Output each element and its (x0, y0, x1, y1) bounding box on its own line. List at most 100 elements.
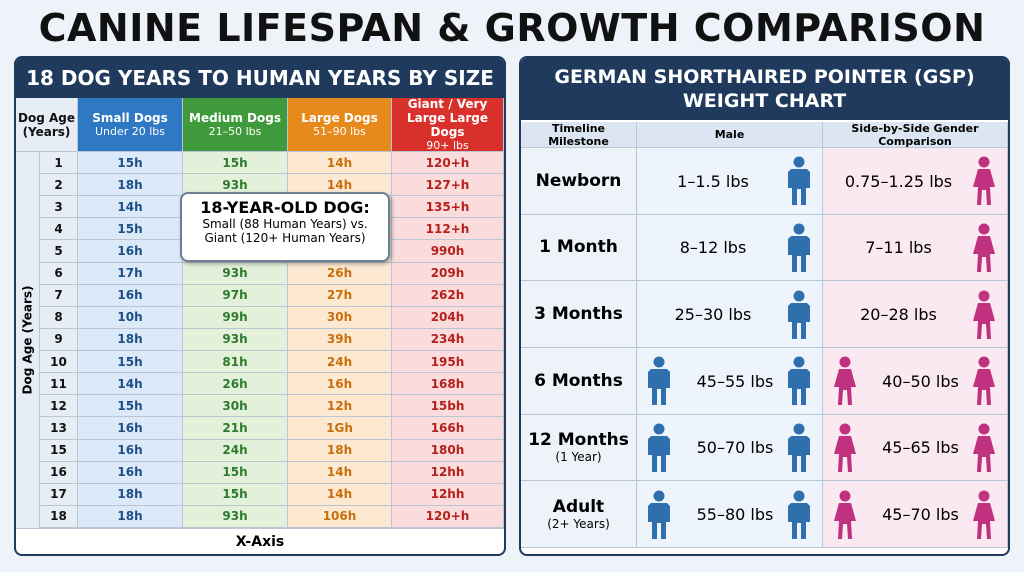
column-header: Male (637, 122, 823, 148)
icon-wrap (833, 490, 857, 540)
age-cell: 10 (40, 351, 78, 374)
age-cell: 7 (40, 284, 78, 307)
header-name: Giant / Very Large Large Dogs (407, 97, 488, 139)
weight-cell: 45–65 lbs (823, 414, 1008, 482)
weight-value: 7–11 lbs (865, 238, 932, 258)
column-header: Giant / Very Large Large Dogs 90+ lbs (392, 97, 504, 152)
value-cell: 127+h (392, 174, 504, 197)
value-cell: 16h (78, 461, 183, 484)
icon-wrap (972, 356, 996, 406)
value-cell: 15h (78, 152, 183, 175)
icon-wrap (787, 423, 811, 473)
weight-cell: 7–11 lbs (823, 214, 1008, 282)
weight-value: 20–28 lbs (860, 305, 937, 325)
weight-value: 0.75–1.25 lbs (844, 171, 953, 191)
milestone: Newborn (535, 170, 622, 191)
value-cell: 16h (288, 373, 392, 396)
value-cell: 16h (78, 240, 183, 263)
value-cell: 18h (78, 328, 183, 352)
weight-cell: 0.75–1.25 lbs (823, 148, 1008, 215)
value-cell: 15h (183, 483, 288, 506)
value-cell: 180h (392, 439, 504, 462)
page-title: CANINE LIFESPAN & GROWTH COMPARISON (38, 6, 986, 50)
value-cell: 106h (288, 505, 392, 528)
value-cell: 24h (288, 351, 392, 374)
value-cell: 81h (183, 351, 288, 374)
header-name: Medium Dogs (189, 111, 281, 125)
weight-cell: 8–12 lbs (637, 214, 823, 282)
footer: X-Axis (16, 528, 504, 554)
person-icon (788, 423, 810, 472)
icon-wrap (647, 423, 671, 473)
weight-value: 45–70 lbs (882, 505, 959, 525)
value-cell: 27h (288, 284, 392, 307)
milestone-cell: 12 Months (1 Year) (521, 414, 637, 482)
value-cell: 18h (78, 174, 183, 197)
value-cell: 15h (78, 351, 183, 374)
person-icon (834, 423, 856, 472)
weight-cell: 50–70 lbs (637, 414, 823, 482)
weight-cell: 45–70 lbs (823, 481, 1008, 548)
value-cell: 30h (288, 306, 392, 329)
icon-wrap (787, 356, 811, 406)
age-cell: 16 (40, 461, 78, 484)
side-label: Dog Age (Years) (20, 285, 35, 395)
header-sub: 51–90 lbs (313, 125, 366, 138)
value-cell: 21h (183, 417, 288, 440)
person-icon (788, 356, 810, 406)
person-icon (648, 490, 670, 539)
person-icon (973, 223, 995, 272)
value-cell: 16h (78, 439, 183, 462)
value-cell: 1Gh (288, 417, 392, 440)
value-cell: 10h (78, 306, 183, 329)
side-label-cell: Dog Age (Years) (16, 152, 40, 528)
icon-wrap (972, 490, 996, 540)
value-cell: 14h (288, 152, 392, 175)
value-cell: 12h (288, 395, 392, 418)
value-cell: 209h (392, 262, 504, 285)
person-icon (834, 356, 856, 406)
person-icon (973, 490, 995, 539)
icon-wrap (972, 423, 996, 473)
value-cell: 195h (392, 351, 504, 374)
value-cell: 15h (78, 218, 183, 241)
header-sub: Under 20 lbs (94, 125, 166, 138)
weight-value: 55–80 lbs (696, 505, 774, 525)
person-icon (973, 290, 995, 339)
value-cell: 12hh (392, 461, 504, 484)
icon-wrap (787, 290, 811, 340)
callout-line: Small (88 Human Years) vs. (202, 217, 368, 231)
weight-value: 45–65 lbs (882, 438, 959, 458)
icon-wrap (647, 490, 671, 540)
milestone-note: (2+ Years) (547, 517, 610, 532)
milestone-cell: 6 Months (521, 348, 637, 415)
age-cell: 12 (40, 395, 78, 418)
age-cell: 5 (40, 240, 78, 263)
weight-value: 50–70 lbs (696, 438, 774, 458)
age-cell: 15 (40, 439, 78, 462)
value-cell: 30h (183, 395, 288, 418)
icon-wrap (787, 156, 811, 206)
value-cell: 93h (183, 262, 288, 285)
milestone: 3 Months (534, 304, 623, 325)
value-cell: 97h (183, 284, 288, 307)
icon-wrap (972, 290, 996, 340)
value-cell: 166h (392, 417, 504, 440)
icon-wrap (833, 423, 857, 473)
person-icon (788, 223, 810, 272)
header-sub: 90+ lbs (426, 139, 469, 152)
header-sub: 21–50 lbs (208, 125, 262, 138)
right-panel: GERMAN SHORTHAIRED POINTER (GSP) WEIGHT … (519, 56, 1010, 556)
weight-cell: 25–30 lbs (637, 281, 823, 348)
column-header: Side-by-Side Gender Comparison (823, 122, 1008, 148)
age-cell: 6 (40, 262, 78, 285)
right-title-line: WEIGHT CHART (682, 90, 847, 112)
age-cell: 18 (40, 505, 78, 528)
weight-value: 40–50 lbs (882, 371, 959, 391)
value-cell: 120+h (392, 152, 504, 175)
value-cell: 14h (288, 483, 392, 506)
value-cell: 93h (183, 505, 288, 528)
callout-title: 18-YEAR-OLD DOG: (200, 198, 370, 217)
person-icon (834, 490, 856, 539)
value-cell: 14h (78, 196, 183, 219)
